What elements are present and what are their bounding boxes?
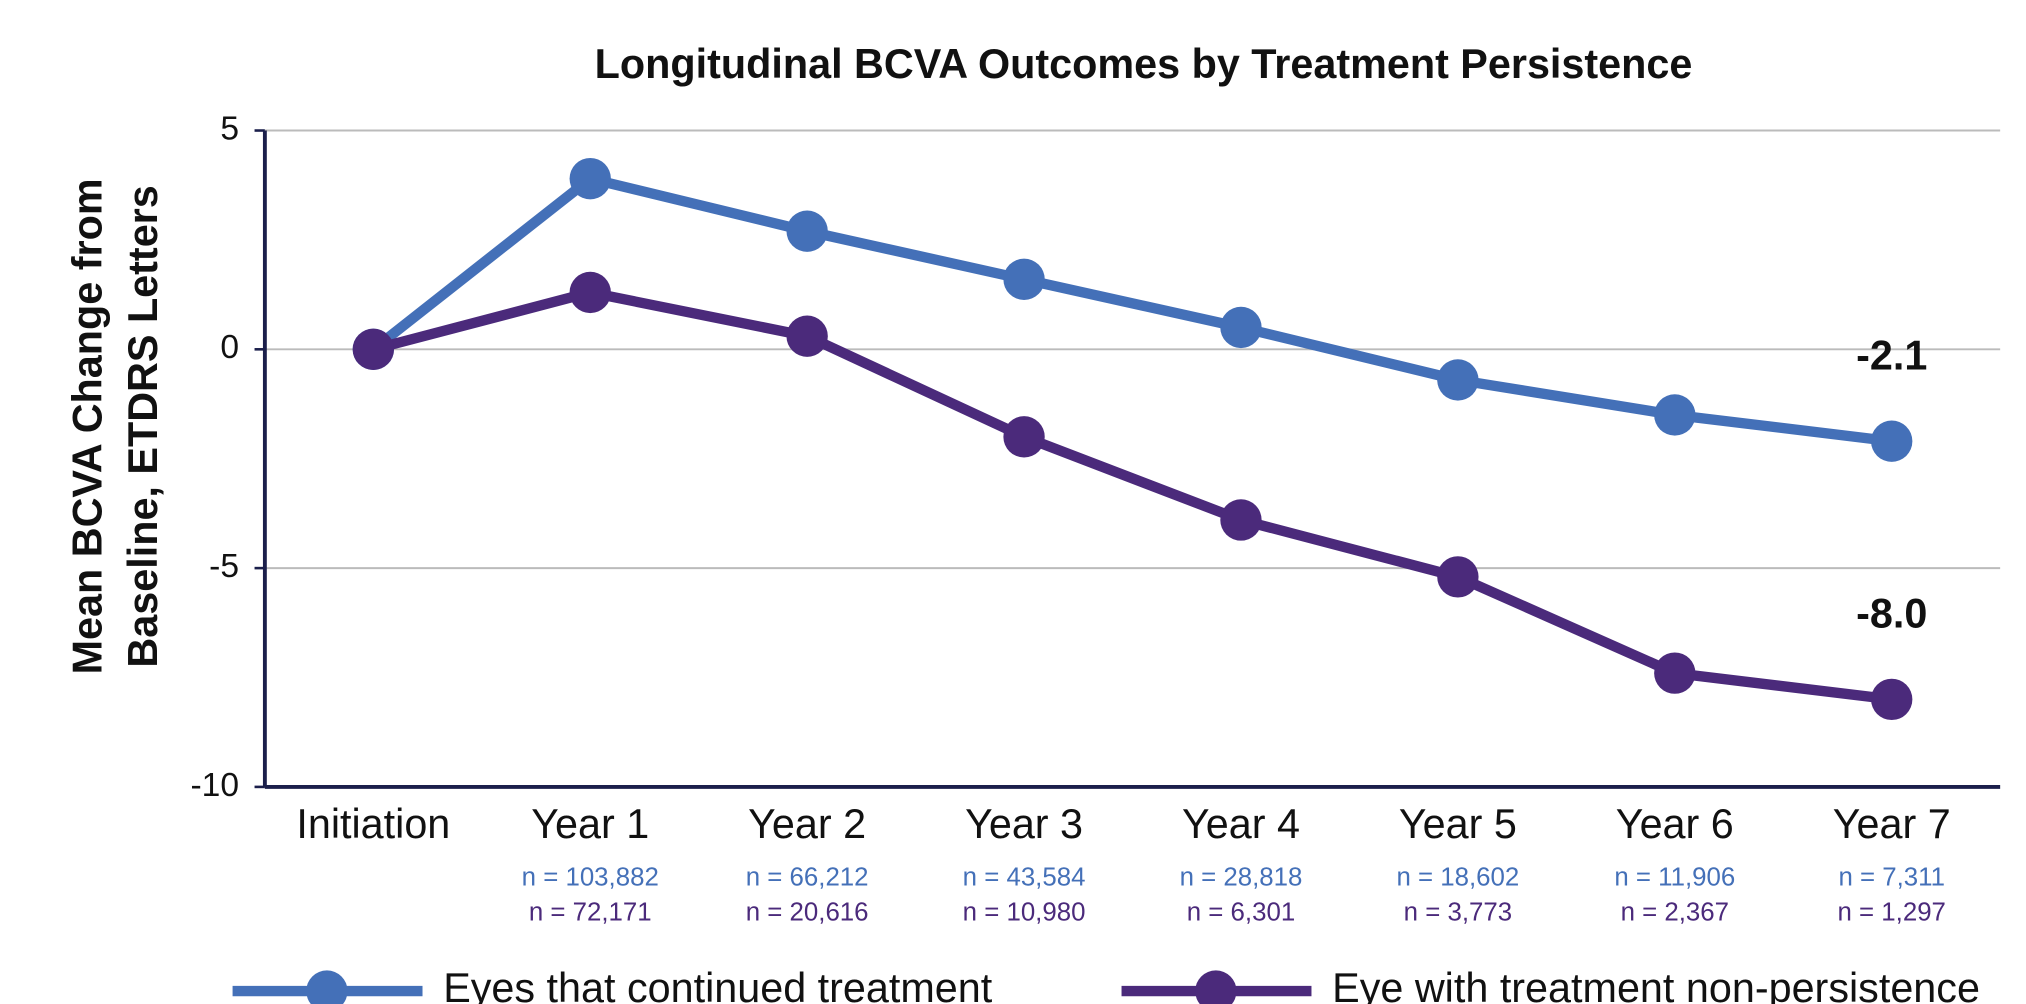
marker (569, 157, 611, 200)
n-label: n = 1,297 (1837, 898, 1945, 926)
y-tick-label: 5 (220, 110, 239, 147)
x-tick-label: Year 3 (965, 801, 1083, 847)
n-label: n = 103,882 (522, 863, 659, 891)
n-label: n = 10,980 (963, 898, 1086, 926)
x-tick-label: Year 7 (1833, 801, 1951, 847)
marker (1220, 306, 1262, 349)
y-tick-label: 0 (220, 329, 239, 366)
marker (786, 210, 828, 252)
value-label: -2.1 (1856, 332, 1927, 378)
marker (1003, 416, 1045, 458)
series-line (372, 287, 1893, 705)
y-label-line: Baseline, ETDRS Letters (120, 185, 166, 667)
y-tick-label: -5 (209, 548, 239, 585)
marker (1871, 678, 1913, 721)
x-tick-label: Year 1 (531, 801, 649, 847)
marker (1654, 652, 1696, 694)
legend-label: Eyes that continued treatment (443, 965, 993, 1004)
n-label: n = 28,818 (1180, 863, 1303, 891)
marker (1871, 420, 1913, 462)
marker (1654, 394, 1696, 436)
marker (569, 271, 611, 314)
marker (1437, 359, 1479, 401)
n-label: n = 2,367 (1621, 898, 1729, 926)
legend-marker (1195, 970, 1237, 1004)
chart-title: Longitudinal BCVA Outcomes by Treatment … (595, 41, 1693, 87)
marker (786, 315, 828, 357)
n-label: n = 66,212 (746, 863, 869, 891)
n-label: n = 20,616 (746, 898, 869, 926)
marker (1003, 258, 1045, 300)
y-label-line: Mean BCVA Change from (64, 178, 110, 674)
marker (1437, 556, 1479, 598)
n-label: n = 18,602 (1396, 863, 1519, 891)
x-tick-label: Year 5 (1399, 801, 1517, 847)
x-tick-label: Year 2 (748, 801, 866, 847)
x-tick-label: Initiation (296, 801, 450, 847)
y-tick-label: -10 (191, 767, 240, 804)
marker (1220, 499, 1262, 541)
series-line (370, 173, 1893, 447)
n-label: n = 72,171 (529, 898, 652, 926)
n-label: n = 11,906 (1614, 863, 1735, 891)
value-label: -8.0 (1856, 591, 1927, 637)
n-label: n = 43,584 (963, 863, 1086, 891)
n-label: n = 6,301 (1187, 898, 1295, 926)
marker (352, 328, 395, 370)
x-tick-label: Year 6 (1616, 801, 1734, 847)
y-axis-label: Mean BCVA Change from Baseline, ETDRS Le… (64, 178, 166, 674)
x-tick-label: Year 4 (1182, 801, 1300, 847)
legend-label: Eye with treatment non-persistence (1332, 965, 1980, 1004)
legend-marker (306, 970, 348, 1004)
n-label: n = 3,773 (1404, 898, 1512, 926)
n-label: n = 7,311 (1838, 863, 1945, 891)
